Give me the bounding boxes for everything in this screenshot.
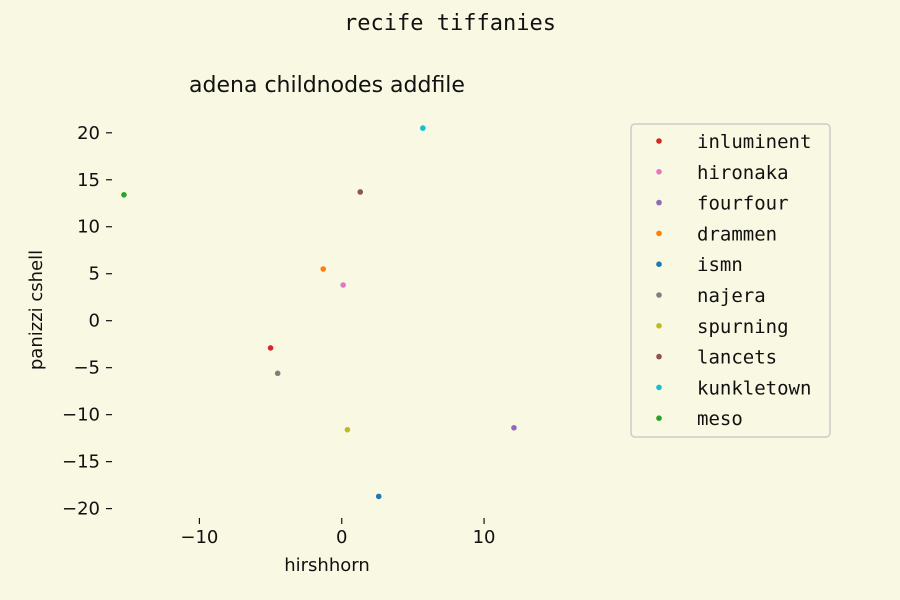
legend-label: inluminent: [697, 131, 811, 153]
legend-label: drammen: [697, 223, 777, 245]
chart-title: adena childnodes addfile: [189, 73, 465, 98]
legend-label: spurning: [697, 316, 789, 338]
legend-marker: [656, 353, 662, 360]
legend-marker: [656, 169, 662, 175]
legend-marker: [656, 323, 662, 329]
y-tick-label: 15: [77, 170, 100, 191]
figure-suptitle: recife tiffanies: [344, 11, 556, 36]
legend-marker: [656, 415, 662, 422]
x-axis-ticks: −10 0 10: [180, 518, 496, 548]
data-point-najera: [274, 370, 281, 377]
data-point-hironaka: [340, 282, 346, 288]
legend-label: najera: [697, 285, 766, 307]
legend-box: [630, 123, 831, 438]
y-tick-label: 5: [89, 264, 100, 285]
x-tick-label: −10: [180, 527, 218, 548]
y-tick-label: 10: [77, 217, 100, 238]
legend-label: kunkletown: [697, 377, 811, 399]
y-tick-label: −15: [62, 452, 100, 473]
y-axis-ticks: 20 15 10 5 0 −5 −10 −15 −20: [62, 123, 112, 520]
data-point-kunkletown: [420, 125, 426, 131]
y-tick-label: 20: [77, 123, 100, 144]
data-point-spurning: [344, 426, 351, 433]
legend-label: meso: [697, 408, 743, 430]
legend-marker: [656, 292, 662, 298]
legend-marker: [656, 261, 662, 268]
legend-marker: [656, 230, 662, 237]
y-tick-label: −10: [62, 405, 100, 426]
data-points: [121, 125, 517, 500]
data-point-ismn: [375, 493, 382, 500]
data-point-drammen: [320, 266, 327, 272]
y-tick-label: 0: [89, 311, 100, 332]
y-axis-label: panizzi cshell: [26, 250, 47, 370]
data-point-lancets: [357, 189, 364, 195]
x-tick-label: 0: [336, 527, 347, 548]
legend-label: lancets: [697, 347, 777, 369]
legend-label: hironaka: [697, 162, 789, 184]
legend: inluminent hironaka fourfour drammen ismn naj…: [630, 123, 831, 438]
legend-label: fourfour: [697, 193, 789, 215]
data-point-fourfour: [511, 425, 517, 431]
y-tick-label: −5: [73, 358, 100, 379]
legend-label: ismn: [697, 254, 743, 276]
x-tick-label: 10: [473, 527, 496, 548]
y-tick-label: −20: [62, 499, 100, 520]
legend-marker: [656, 138, 662, 144]
legend-marker: [656, 199, 662, 206]
data-point-inluminent: [267, 345, 274, 351]
data-point-meso: [121, 192, 127, 198]
legend-marker: [656, 384, 662, 391]
x-axis-label: hirshhorn: [284, 555, 370, 576]
